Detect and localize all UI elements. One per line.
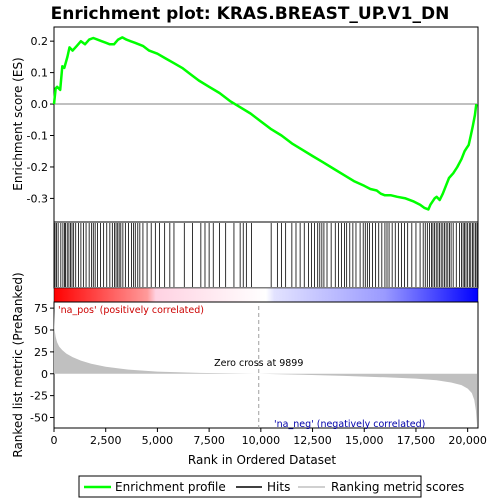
es-y-tick-label: 0.2 (31, 35, 49, 48)
metric-panel-frame (53, 301, 479, 429)
legend-ranking-metric-label: Ranking metric scores (331, 480, 464, 494)
metric-y-axis: 75 50 25 0 -25 -50 (30, 302, 54, 425)
x-tick-label: 15,000 (345, 434, 384, 447)
x-tick-label: 7,500 (193, 434, 225, 447)
metric-y-tick-label: -50 (30, 412, 48, 425)
metric-y-tick-label: 50 (34, 324, 48, 337)
x-axis: 0 2,500 5,000 7,500 10,000 12,500 15,000 17,500… (51, 428, 487, 447)
chart-title: Enrichment plot: KRAS.BREAST_UP.V1_DN (51, 4, 450, 24)
metric-y-tick-label: -25 (30, 390, 48, 403)
es-y-tick-label: 0.0 (31, 98, 49, 111)
x-tick-label: 20,000 (448, 434, 487, 447)
hits-marks (54, 223, 478, 287)
rank-color-bar (53, 287, 479, 303)
es-y-tick-label: -0.3 (27, 192, 48, 205)
legend-hits-label: Hits (267, 480, 290, 494)
es-y-axis-label: Enrichment score (ES) (11, 57, 25, 190)
es-y-axis: 0.2 0.1 0.0 -0.1 -0.2 -0.3 (27, 35, 54, 205)
x-tick-label: 12,500 (293, 434, 332, 447)
metric-y-tick-label: 25 (34, 346, 48, 359)
x-tick-label: 17,500 (397, 434, 436, 447)
x-tick-label: 10,000 (242, 434, 281, 447)
es-y-tick-label: -0.1 (27, 130, 48, 143)
legend-enrichment-profile-label: Enrichment profile (115, 480, 226, 494)
positive-correlation-label: 'na_pos' (positively correlated) (58, 305, 204, 316)
es-y-tick-label: 0.1 (31, 67, 49, 80)
metric-y-tick-label: 0 (41, 368, 48, 381)
es-series-line (52, 36, 478, 211)
zero-cross-label: Zero cross at 9899 (214, 358, 303, 369)
x-tick-label: 5,000 (142, 434, 174, 447)
x-axis-label: Rank in Ordered Dataset (188, 453, 336, 467)
x-tick-label: 2,500 (90, 434, 122, 447)
metric-y-axis-label: Ranked list metric (PreRanked) (11, 272, 25, 457)
metric-y-tick-label: 75 (34, 302, 48, 315)
x-tick-label: 0 (51, 434, 58, 447)
es-y-tick-label: -0.2 (27, 161, 48, 174)
negative-correlation-label: 'na_neg' (negatively correlated) (274, 419, 425, 430)
